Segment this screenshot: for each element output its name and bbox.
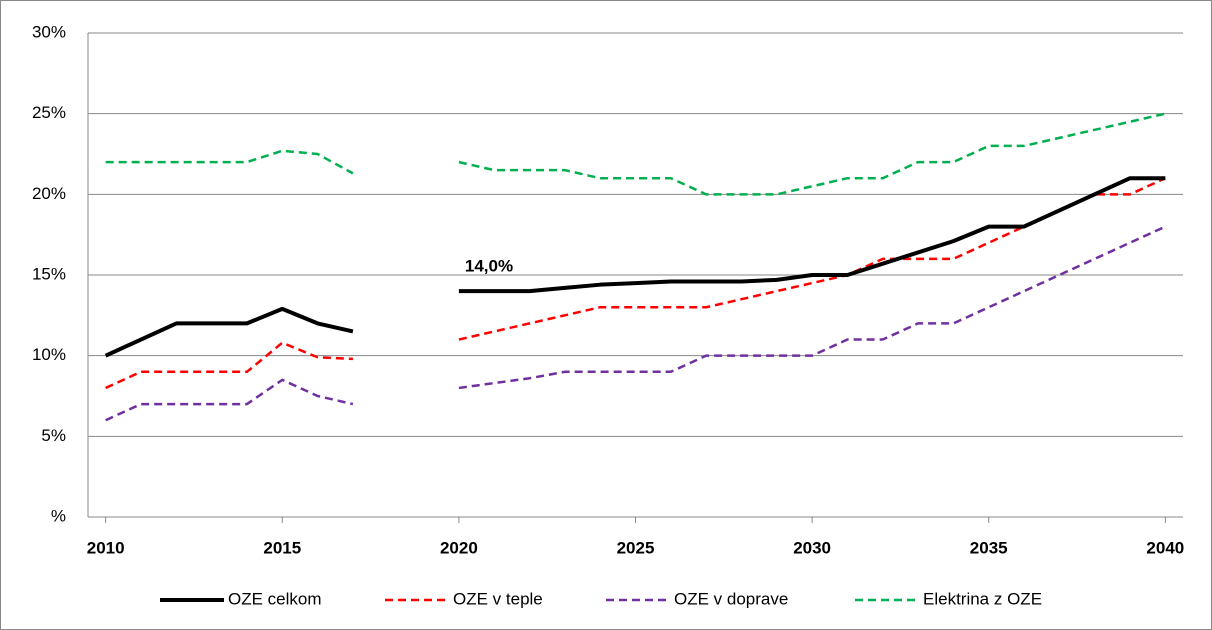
x-tick-label: 2015 bbox=[263, 538, 301, 557]
y-tick-label: 25% bbox=[32, 103, 66, 122]
legend-label: OZE v doprave bbox=[674, 589, 788, 608]
y-tick-label: 30% bbox=[32, 22, 66, 41]
x-tick-label: 2010 bbox=[87, 538, 125, 557]
series-line bbox=[105, 112, 1166, 196]
data-label: 14,0% bbox=[465, 257, 513, 276]
y-tick-label: 5% bbox=[41, 426, 66, 445]
legend-label: OZE v teple bbox=[453, 589, 543, 608]
x-tick-label: 2040 bbox=[1146, 538, 1184, 557]
y-tick-label: % bbox=[51, 506, 66, 525]
x-tick-label: 2020 bbox=[440, 538, 478, 557]
y-tick-label: 15% bbox=[32, 264, 66, 283]
x-tick-label: 2035 bbox=[970, 538, 1008, 557]
legend-label: OZE celkom bbox=[228, 589, 322, 608]
x-tick-label: 2025 bbox=[617, 538, 655, 557]
series-line bbox=[105, 225, 1166, 422]
y-tick-label: 20% bbox=[32, 184, 66, 203]
x-tick-label: 2030 bbox=[793, 538, 831, 557]
legend-label: Elektrina z OZE bbox=[923, 589, 1042, 608]
series-line bbox=[104, 176, 1166, 358]
y-tick-label: 10% bbox=[32, 345, 66, 364]
series-line bbox=[105, 177, 1166, 390]
